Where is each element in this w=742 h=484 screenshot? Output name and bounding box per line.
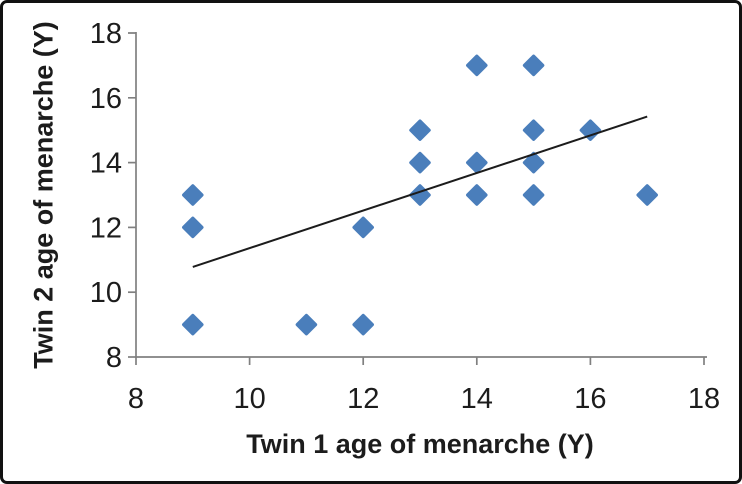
x-tick-label: 16 xyxy=(574,383,606,415)
y-tick-label: 14 xyxy=(90,148,122,180)
y-tick-label: 8 xyxy=(106,342,122,374)
y-tick-label: 16 xyxy=(90,83,122,115)
trend-line xyxy=(192,115,648,268)
data-point-diamond xyxy=(295,313,318,336)
data-point-diamond xyxy=(182,216,204,239)
data-point-diamond xyxy=(522,151,545,174)
data-point-diamond xyxy=(466,54,488,77)
chart-canvas: 8 10 12 14 16 18 8 10 12 14 16 18 xyxy=(90,18,720,415)
x-tick-label: 18 xyxy=(688,383,720,415)
data-point-diamond xyxy=(636,184,658,206)
x-tick-label: 8 xyxy=(128,383,144,415)
y-tick-label: 18 xyxy=(90,18,122,50)
x-tick-label: 14 xyxy=(461,383,493,415)
y-axis-title: Twin 2 age of menarche (Y) xyxy=(28,21,59,369)
data-point-diamond xyxy=(522,54,545,77)
x-tick-label: 10 xyxy=(233,383,265,415)
data-point-diamond xyxy=(522,184,545,206)
data-point-diamond xyxy=(352,216,374,239)
data-point-diamond xyxy=(409,119,431,141)
data-point-diamond xyxy=(522,119,545,141)
y-tick-label: 10 xyxy=(90,277,122,309)
data-point-diamond xyxy=(182,184,204,206)
data-point-diamond xyxy=(466,184,488,206)
y-tick-label: 12 xyxy=(90,212,122,244)
data-point-diamond xyxy=(466,151,488,174)
data-point-diamond xyxy=(409,151,431,174)
data-point-diamond xyxy=(352,313,374,336)
x-tick-label: 12 xyxy=(347,383,379,415)
data-point-diamond xyxy=(182,313,204,336)
x-axis-title: Twin 1 age of menarche (Y) xyxy=(246,429,594,459)
